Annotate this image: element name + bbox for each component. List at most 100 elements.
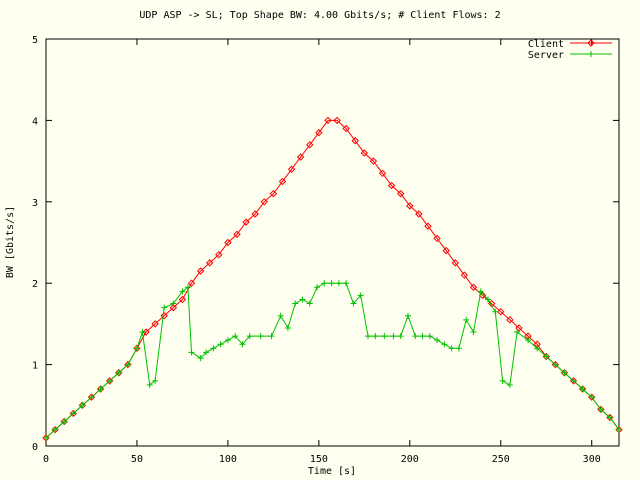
server-point — [606, 414, 613, 421]
client-point — [451, 259, 459, 267]
server-point — [146, 381, 153, 388]
server-point — [335, 280, 342, 287]
server-point — [188, 349, 195, 356]
y-tick-label: 5 — [32, 35, 38, 46]
server-point — [179, 288, 186, 295]
chart-title: UDP ASP -> SL; Top Shape BW: 4.00 Gbits/… — [139, 10, 500, 21]
server-point — [217, 341, 224, 348]
client-point — [178, 295, 187, 304]
client-point — [206, 259, 214, 267]
server-point — [284, 324, 291, 331]
server-point — [477, 288, 484, 295]
y-axis-ticks: 0 1 2 3 4 5 — [32, 35, 619, 453]
server-point — [139, 329, 146, 336]
server-point — [115, 369, 122, 376]
server-point — [43, 434, 49, 441]
client-point — [406, 202, 414, 210]
x-tick-label: 150 — [310, 454, 328, 465]
server-point — [455, 345, 462, 352]
server-point — [306, 300, 313, 307]
client-point — [242, 218, 250, 226]
client-series-line — [45, 119, 620, 439]
y-tick-label: 3 — [32, 198, 38, 209]
plot-frame — [45, 38, 620, 447]
server-point — [364, 333, 371, 340]
server-point — [246, 333, 253, 340]
server-point — [419, 333, 426, 340]
server-point — [52, 426, 59, 433]
legend-label-client: Client — [528, 39, 564, 50]
server-point — [79, 402, 86, 409]
server-point — [441, 341, 448, 348]
server-point — [552, 361, 559, 368]
client-point — [296, 153, 305, 161]
client-point — [233, 230, 241, 239]
client-point — [315, 128, 323, 137]
client-point — [324, 116, 332, 125]
server-point — [499, 377, 506, 384]
server-point — [328, 280, 335, 287]
client-point — [506, 316, 514, 324]
server-point — [426, 333, 433, 340]
server-point — [203, 349, 210, 356]
client-point — [433, 234, 441, 243]
client-point — [460, 271, 469, 279]
server-point — [170, 300, 177, 307]
server-point — [616, 426, 622, 433]
server-point — [597, 406, 604, 413]
server-point — [124, 361, 131, 368]
server-point — [543, 353, 550, 360]
server-point — [534, 345, 541, 352]
client-point — [269, 189, 278, 198]
server-point — [161, 304, 168, 311]
server-point — [224, 337, 231, 344]
client-point — [351, 137, 359, 145]
server-point — [292, 300, 299, 307]
server-point — [570, 377, 577, 384]
client-point — [151, 320, 159, 328]
y-axis-label: BW [Gbits/s] — [5, 206, 16, 278]
server-series — [43, 280, 622, 441]
y-tick-label: 0 — [32, 442, 38, 453]
client-point — [387, 181, 396, 190]
server-point — [397, 333, 404, 340]
legend-item-client: Client — [528, 39, 612, 50]
client-series — [42, 116, 623, 442]
server-point — [343, 280, 350, 287]
server-point — [357, 292, 364, 299]
client-point — [360, 149, 369, 157]
client-point — [278, 177, 287, 186]
client-point — [342, 124, 350, 133]
x-tick-label: 50 — [131, 454, 143, 465]
legend-marker-server — [588, 51, 594, 57]
x-tick-label: 0 — [43, 454, 49, 465]
legend-marker-client — [587, 39, 595, 47]
client-point — [142, 328, 150, 336]
server-point — [412, 333, 419, 340]
client-point — [424, 222, 432, 230]
client-point — [469, 283, 478, 291]
client-point — [260, 198, 268, 206]
client-point — [187, 279, 196, 287]
server-point — [232, 333, 239, 340]
server-point — [61, 418, 68, 425]
client-point — [333, 116, 341, 125]
x-axis-label: Time [s] — [308, 466, 356, 477]
server-point — [184, 284, 191, 291]
server-point — [106, 377, 113, 384]
server-point — [514, 329, 521, 336]
y-tick-label: 4 — [32, 116, 38, 127]
client-point — [378, 169, 387, 178]
series-layer — [42, 116, 623, 442]
client-point — [224, 238, 232, 247]
client-point — [442, 246, 450, 255]
server-point — [390, 333, 397, 340]
server-point — [485, 296, 492, 303]
x-axis-ticks: 0 50 100 150 200 250 300 — [43, 39, 601, 465]
legend-label-server: Server — [528, 50, 564, 61]
server-point — [97, 386, 104, 393]
server-point — [350, 300, 357, 307]
